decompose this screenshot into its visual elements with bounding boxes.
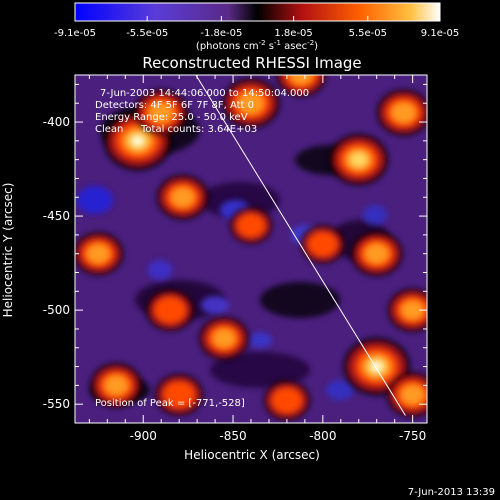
bright-source (134, 89, 189, 137)
bright-source (300, 224, 346, 264)
x-axis: -900 -850 -800 -750 (88, 75, 426, 443)
bright-source (198, 316, 250, 361)
y-tick-label: -500 (43, 303, 70, 317)
annotation-energy-range: Energy Range: 25.0 - 50.0 keV (95, 112, 248, 123)
bright-source (386, 371, 427, 418)
heatmap-plot-area (75, 75, 427, 423)
annotation-peak-position: Position of Peak = [-771,-528] (95, 398, 245, 409)
bright-source (328, 133, 389, 186)
x-tick-label: -900 (130, 429, 157, 443)
bright-source (229, 206, 273, 245)
y-tick-label: -550 (43, 397, 70, 411)
y-tick-label: -450 (43, 209, 70, 223)
colorbar-tick-label: -9.1e-05 (54, 28, 96, 39)
bright-source (145, 288, 195, 332)
colorbar-tick-label: 1.8e-05 (274, 28, 312, 39)
x-tick-label: -850 (219, 429, 246, 443)
bright-source (75, 231, 124, 276)
annotation-total-counts: Total counts: 3.64E+03 (140, 124, 257, 135)
bright-source (154, 373, 204, 416)
colorbar-tick-label: 9.1e-05 (421, 28, 459, 39)
bright-source (275, 75, 327, 97)
chart-title: Reconstructed RHESSI Image (142, 54, 361, 72)
x-axis-title: Heliocentric X (arcsec) (184, 448, 320, 462)
footer-timestamp: 7-Jun-2013 13:39 (408, 487, 495, 498)
y-axis-title: Heliocentric Y (arcsec) (1, 183, 15, 318)
annotation-detectors: Detectors: 4F 5F 6F 7F 8F, Att 0 (95, 100, 254, 111)
bright-source (343, 337, 411, 396)
x-tick-label: -800 (309, 429, 336, 443)
colorbar-tick-labels: -9.1e-05 -5.5e-05 -1.8e-05 1.8e-05 5.5e-05 9.… (54, 28, 459, 39)
bright-source (376, 89, 427, 137)
heatmap-bright-sources (75, 75, 427, 421)
solar-limb-line (195, 75, 406, 416)
colorbar-tick-label: 5.5e-05 (349, 28, 387, 39)
colorbar-tick-label: -1.8e-05 (200, 28, 242, 39)
colorbar-tick-label: -5.5e-05 (126, 28, 168, 39)
bright-source (156, 174, 209, 221)
bright-source (222, 78, 280, 129)
y-axis: -400 -450 -500 -550 (43, 83, 427, 424)
colorbar (74, 2, 441, 22)
bright-source (350, 230, 403, 277)
bright-source (263, 380, 311, 421)
y-tick-label: -400 (43, 115, 70, 129)
colorbar-ticks (74, 16, 441, 21)
annotation-time-range: 7-Jun-2003 14:44:06.000 to 14:50:04.000 (100, 88, 309, 99)
colorbar-unit-label: (photons cm-2 s-1 asec-2) (196, 39, 318, 52)
annotation-clean: Clean (95, 124, 123, 135)
bright-source (90, 362, 143, 409)
bright-source (387, 288, 427, 333)
x-tick-label: -750 (399, 429, 426, 443)
